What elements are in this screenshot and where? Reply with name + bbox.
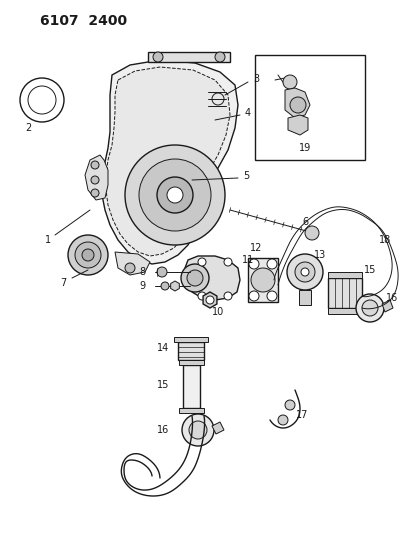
Circle shape — [157, 267, 166, 277]
Circle shape — [304, 226, 318, 240]
Circle shape — [223, 258, 231, 266]
Circle shape — [214, 52, 225, 62]
Polygon shape — [182, 365, 200, 408]
Text: 6: 6 — [301, 217, 307, 227]
Polygon shape — [179, 408, 204, 413]
Text: 11: 11 — [241, 255, 254, 265]
Polygon shape — [179, 360, 204, 365]
Circle shape — [82, 249, 94, 261]
Polygon shape — [148, 52, 229, 62]
Polygon shape — [173, 337, 207, 342]
Circle shape — [68, 235, 108, 275]
Circle shape — [153, 52, 163, 62]
Circle shape — [166, 187, 182, 203]
Circle shape — [248, 291, 258, 301]
Polygon shape — [327, 272, 361, 278]
Polygon shape — [284, 88, 309, 118]
Circle shape — [289, 97, 305, 113]
Text: 1: 1 — [45, 235, 51, 245]
Text: 10: 10 — [211, 307, 224, 317]
Polygon shape — [115, 252, 150, 275]
Circle shape — [361, 300, 377, 316]
Polygon shape — [178, 342, 204, 360]
Text: 4: 4 — [244, 108, 250, 118]
Circle shape — [75, 242, 101, 268]
Text: 5: 5 — [242, 171, 249, 181]
Polygon shape — [211, 422, 223, 434]
Text: 9: 9 — [139, 281, 145, 291]
Polygon shape — [85, 155, 108, 200]
Circle shape — [182, 414, 213, 446]
Circle shape — [180, 264, 209, 292]
Circle shape — [294, 262, 314, 282]
Circle shape — [91, 161, 99, 169]
Circle shape — [91, 189, 99, 197]
Circle shape — [266, 291, 276, 301]
Circle shape — [187, 270, 202, 286]
Text: 7: 7 — [60, 278, 66, 288]
Polygon shape — [170, 281, 179, 291]
Polygon shape — [287, 115, 307, 135]
Circle shape — [250, 268, 274, 292]
Circle shape — [198, 292, 205, 300]
Circle shape — [266, 259, 276, 269]
Polygon shape — [298, 290, 310, 305]
Circle shape — [355, 294, 383, 322]
Circle shape — [223, 292, 231, 300]
Circle shape — [282, 75, 296, 89]
Text: 6107  2400: 6107 2400 — [40, 14, 127, 28]
Circle shape — [189, 421, 207, 439]
Polygon shape — [184, 256, 239, 300]
Circle shape — [286, 254, 322, 290]
Circle shape — [161, 282, 169, 290]
Polygon shape — [381, 300, 392, 312]
Polygon shape — [102, 60, 237, 264]
Circle shape — [91, 176, 99, 184]
Polygon shape — [106, 67, 229, 256]
Circle shape — [205, 296, 213, 304]
Text: 15: 15 — [156, 380, 169, 390]
Text: 15: 15 — [363, 265, 375, 275]
Circle shape — [277, 415, 287, 425]
Polygon shape — [202, 292, 216, 308]
Circle shape — [125, 145, 225, 245]
Text: 16: 16 — [157, 425, 169, 435]
Text: 14: 14 — [157, 343, 169, 353]
Polygon shape — [327, 308, 361, 314]
Polygon shape — [247, 258, 277, 302]
Circle shape — [198, 258, 205, 266]
Circle shape — [248, 259, 258, 269]
Polygon shape — [327, 278, 361, 308]
Text: 8: 8 — [139, 267, 145, 277]
Circle shape — [139, 159, 211, 231]
Text: 16: 16 — [385, 293, 397, 303]
Text: 2: 2 — [25, 123, 31, 133]
Circle shape — [284, 400, 294, 410]
Text: 3: 3 — [252, 74, 258, 84]
Circle shape — [300, 268, 308, 276]
Text: 13: 13 — [313, 250, 325, 260]
FancyBboxPatch shape — [254, 55, 364, 160]
Circle shape — [125, 263, 135, 273]
Text: 19: 19 — [298, 143, 310, 153]
Text: 12: 12 — [249, 243, 261, 253]
Text: 18: 18 — [378, 235, 390, 245]
Text: 17: 17 — [295, 410, 308, 420]
Circle shape — [157, 177, 193, 213]
